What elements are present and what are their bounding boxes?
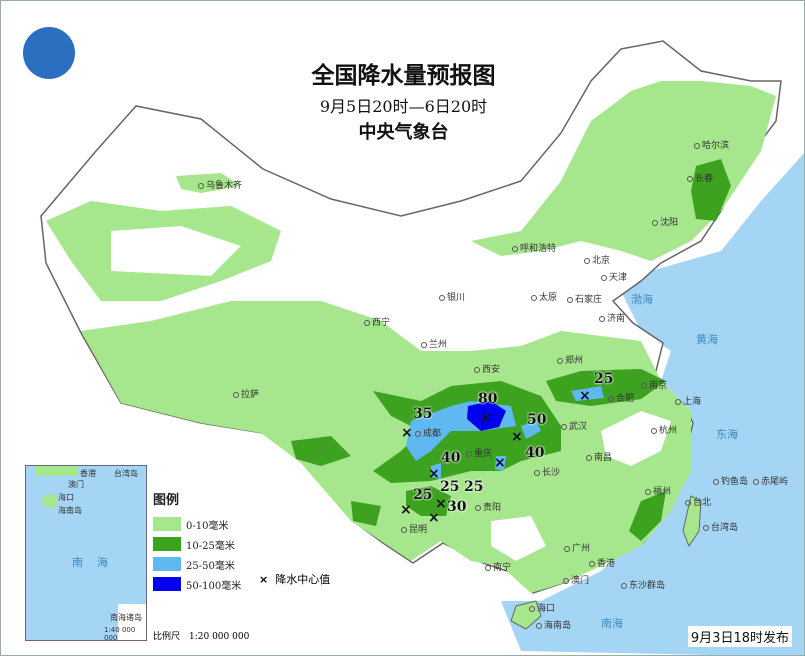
city-label: 沈阳 — [652, 218, 678, 229]
city-label: 西安 — [474, 365, 500, 376]
inset-title: 南海诸岛 — [110, 613, 142, 622]
city-label: 济南 — [599, 314, 625, 325]
city-label: 长春 — [687, 174, 713, 185]
city-label: 台北 — [685, 498, 711, 509]
rain-center-value: 25 — [594, 371, 614, 387]
rain-center-value: 50 — [527, 412, 547, 428]
rain-center-value: 80 — [478, 391, 498, 407]
rain-center-marker: × — [400, 502, 412, 518]
sea-label: 渤海 — [631, 293, 653, 306]
city-label: 郑州 — [557, 356, 583, 367]
inset-sea-label: 南海 — [72, 556, 122, 569]
issued-time: 9月3日18时发布 — [687, 626, 792, 647]
city-label: 乌鲁木齐 — [198, 181, 242, 192]
rain-center-marker: × — [435, 496, 447, 512]
rain-center-value: 30 — [447, 499, 467, 515]
legend-item: 10-25毫米 — [153, 534, 241, 554]
city-label: 重庆 — [466, 449, 492, 460]
rain-center-marker: × — [428, 466, 440, 482]
rain-center-marker: × — [494, 455, 506, 471]
city-label: 海口 — [529, 604, 555, 615]
map-title: 全国降水量预报图 — [311, 62, 496, 89]
inset-label: 台湾岛 — [114, 469, 138, 478]
agency: 中央气象台 — [358, 122, 449, 143]
inset-label: 海口 — [58, 493, 74, 502]
legend-item: 0-10毫米 — [153, 514, 241, 534]
city-label: 广州 — [564, 544, 590, 555]
city-label: 钓鱼岛 — [713, 477, 748, 488]
city-label: 南昌 — [586, 453, 612, 464]
city-label: 合肥 — [608, 394, 634, 405]
city-label: 昆明 — [401, 525, 427, 536]
city-label: 北京 — [584, 256, 610, 267]
legend-label: 25-50毫米 — [186, 560, 235, 572]
legend-label: 50-100毫米 — [186, 580, 242, 592]
city-label: 西宁 — [364, 318, 390, 329]
city-label: 澳门 — [563, 576, 589, 587]
rain-50-100 — [467, 401, 506, 431]
city-label: 银川 — [439, 293, 465, 304]
legend-swatch — [153, 577, 181, 591]
city-label: 福州 — [645, 487, 671, 498]
city-label: 哈尔滨 — [694, 141, 729, 152]
inset-label: 海南岛 — [58, 506, 82, 515]
city-label: 杭州 — [651, 426, 677, 437]
rain-center-marker: × — [579, 388, 591, 404]
rain-center-marker: × — [401, 425, 413, 441]
rain-center-value: 40 — [525, 445, 545, 461]
rain-center-value: 25 — [464, 479, 484, 495]
city-label: 东沙群岛 — [621, 581, 665, 592]
city-label: 兰州 — [421, 340, 447, 351]
legend-item: 25-50毫米 — [153, 554, 241, 574]
cma-logo — [23, 27, 75, 79]
city-label: 武汉 — [561, 422, 587, 433]
legend-center-item: × 降水中心值 — [259, 571, 330, 587]
dry-patches — [491, 411, 671, 561]
city-label: 南京 — [641, 381, 667, 392]
forecast-period: 9月5日20时—6日20时 — [319, 97, 488, 116]
city-label: 赤尾屿 — [753, 477, 788, 488]
legend-center-label: 降水中心值 — [275, 573, 331, 586]
inset-label: 香港 — [80, 469, 96, 478]
legend: 图例 0-10毫米 10-25毫米 25-50毫米 50-100毫米 — [153, 489, 241, 594]
sea-label: 黄海 — [696, 333, 718, 346]
rain-center-marker: × — [428, 510, 440, 526]
legend-label: 0-10毫米 — [186, 520, 229, 532]
legend-item: 50-100毫米 — [153, 574, 241, 594]
city-label: 成都 — [415, 429, 441, 440]
inset-label: 澳门 — [68, 480, 84, 489]
rain-center-value: 40 — [441, 450, 461, 466]
rain-center-marker: × — [480, 410, 492, 426]
legend-label: 10-25毫米 — [186, 540, 235, 552]
city-label: 石家庄 — [567, 295, 602, 306]
city-label: 贵阳 — [475, 503, 501, 514]
city-label: 拉萨 — [233, 390, 259, 401]
city-label: 长沙 — [534, 468, 560, 479]
scale-text: 比例尺 1:20 000 000 — [153, 632, 250, 642]
city-label: 呼和浩特 — [512, 244, 556, 255]
rain-center-marker: × — [511, 429, 523, 445]
legend-title: 图例 — [153, 493, 180, 508]
legend-swatch — [153, 537, 181, 551]
rain-center-value: 35 — [413, 406, 433, 422]
rain-center-value: 25 — [440, 479, 460, 495]
south-china-sea-inset: 香港 台湾岛 澳门 海口 海南岛 南海 南海诸岛 1:40 000 000 — [25, 465, 147, 642]
sea-label: 东海 — [716, 428, 738, 441]
cross-icon: × — [259, 573, 269, 586]
city-label: 香港 — [589, 559, 615, 570]
legend-swatch — [153, 517, 181, 531]
city-label: 南宁 — [485, 563, 511, 574]
inset-scale: 1:40 000 000 — [104, 626, 136, 642]
city-label: 上海 — [675, 397, 701, 408]
city-label: 台湾岛 — [703, 523, 738, 534]
sea-label: 南海 — [601, 617, 623, 630]
city-label: 天津 — [601, 273, 627, 284]
legend-swatch — [153, 557, 181, 571]
city-label: 海南岛 — [536, 621, 571, 632]
city-label: 太原 — [531, 293, 557, 304]
rain-center-value: 25 — [413, 487, 433, 503]
